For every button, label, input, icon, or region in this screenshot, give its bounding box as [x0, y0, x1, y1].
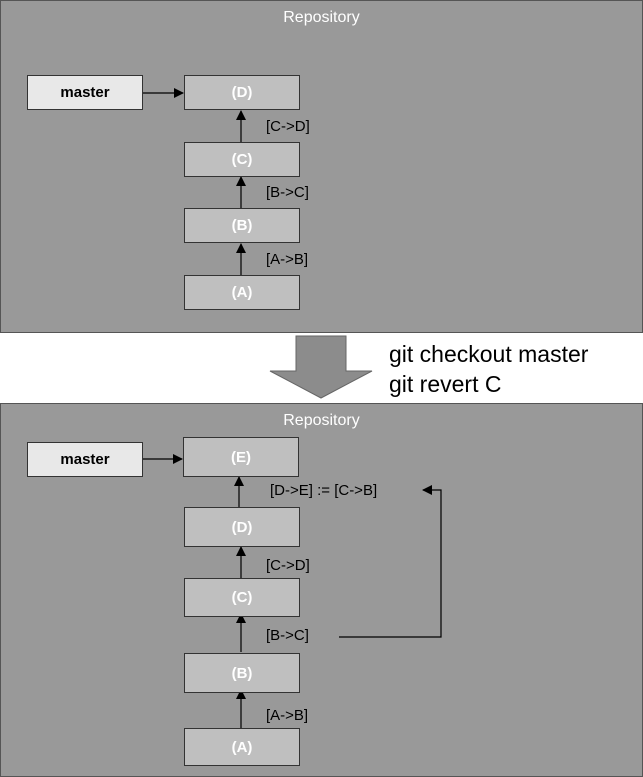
commit-a: (A) [184, 275, 300, 310]
top-arrows [143, 88, 246, 275]
edge-label-b-c: [B->C] [266, 627, 309, 644]
panel-title: Repository [283, 412, 360, 429]
commit-d: (D) [184, 507, 300, 547]
command-revert: git revert C [389, 371, 502, 397]
commit-e: (E) [183, 437, 299, 477]
commit-b: (B) [184, 208, 300, 243]
command-checkout: git checkout master [389, 341, 589, 367]
bottom-arrows [143, 454, 442, 728]
edge-label-a-b: [A->B] [266, 251, 309, 268]
edge-label-b-c: [B->C] [266, 184, 309, 201]
repository-panel-before: Repository master (D) (C) (B) (A) [C->D]… [0, 0, 643, 333]
edge-label-c-d: [C->D] [266, 557, 310, 574]
edge-label-d-e: [D->E] := [C->B] [270, 482, 378, 499]
commit-c: (C) [184, 578, 300, 617]
commit-d: (D) [184, 75, 300, 110]
commit-b: (B) [184, 653, 300, 693]
branch-master: master [27, 442, 143, 477]
panel-title: Repository [283, 9, 360, 26]
commit-a: (A) [184, 728, 300, 766]
commit-c: (C) [184, 142, 300, 177]
edge-label-c-d: [C->D] [266, 118, 310, 135]
reverse-reference-arrow [339, 485, 442, 638]
repository-panel-after: Repository master (E) (D) (C) (B) (A) [D… [0, 403, 643, 777]
edge-label-a-b: [A->B] [266, 707, 309, 724]
branch-master: master [27, 75, 143, 110]
